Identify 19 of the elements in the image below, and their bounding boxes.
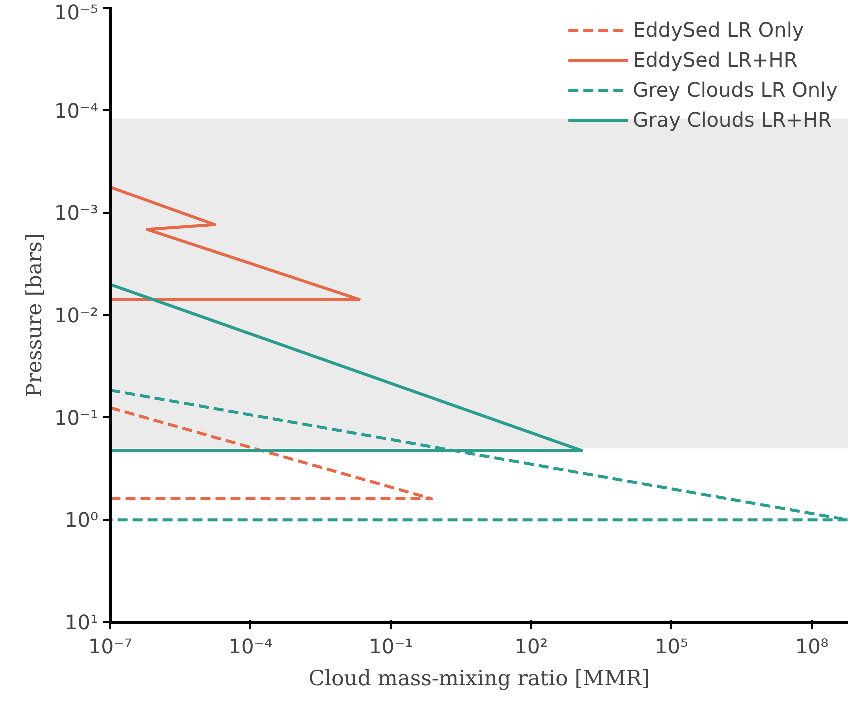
x-tick-label: 10⁻¹ (369, 634, 414, 658)
x-tick-label: 10⁻⁷ (88, 634, 133, 658)
x-axis-title: Cloud mass-mixing ratio [MMR] (308, 666, 650, 690)
y-tick-label: 10⁻¹ (54, 406, 99, 430)
x-tick-label: 10² (514, 634, 548, 658)
legend-label: EddySed LR+HR (633, 48, 798, 72)
x-tick-label: 10⁻⁴ (228, 634, 273, 658)
y-tick-label: 10⁻² (54, 304, 99, 328)
legend-label: Grey Clouds LR Only (633, 78, 838, 102)
x-tick-label: 10⁸ (795, 634, 829, 658)
legend-label: Gray Clouds LR+HR (633, 108, 832, 132)
y-tick-label: 10⁰ (65, 508, 98, 532)
y-axis-title: Pressure [bars] (22, 234, 46, 398)
y-tick-label: 10⁻⁴ (54, 98, 99, 123)
y-tick-label: 10⁻³ (54, 201, 99, 226)
x-tick-label: 10⁵ (655, 634, 689, 658)
y-tick-label: 10¹ (65, 610, 98, 634)
y-tick-label: 10⁻⁵ (54, 0, 99, 24)
legend-label: EddySed LR Only (633, 18, 804, 42)
